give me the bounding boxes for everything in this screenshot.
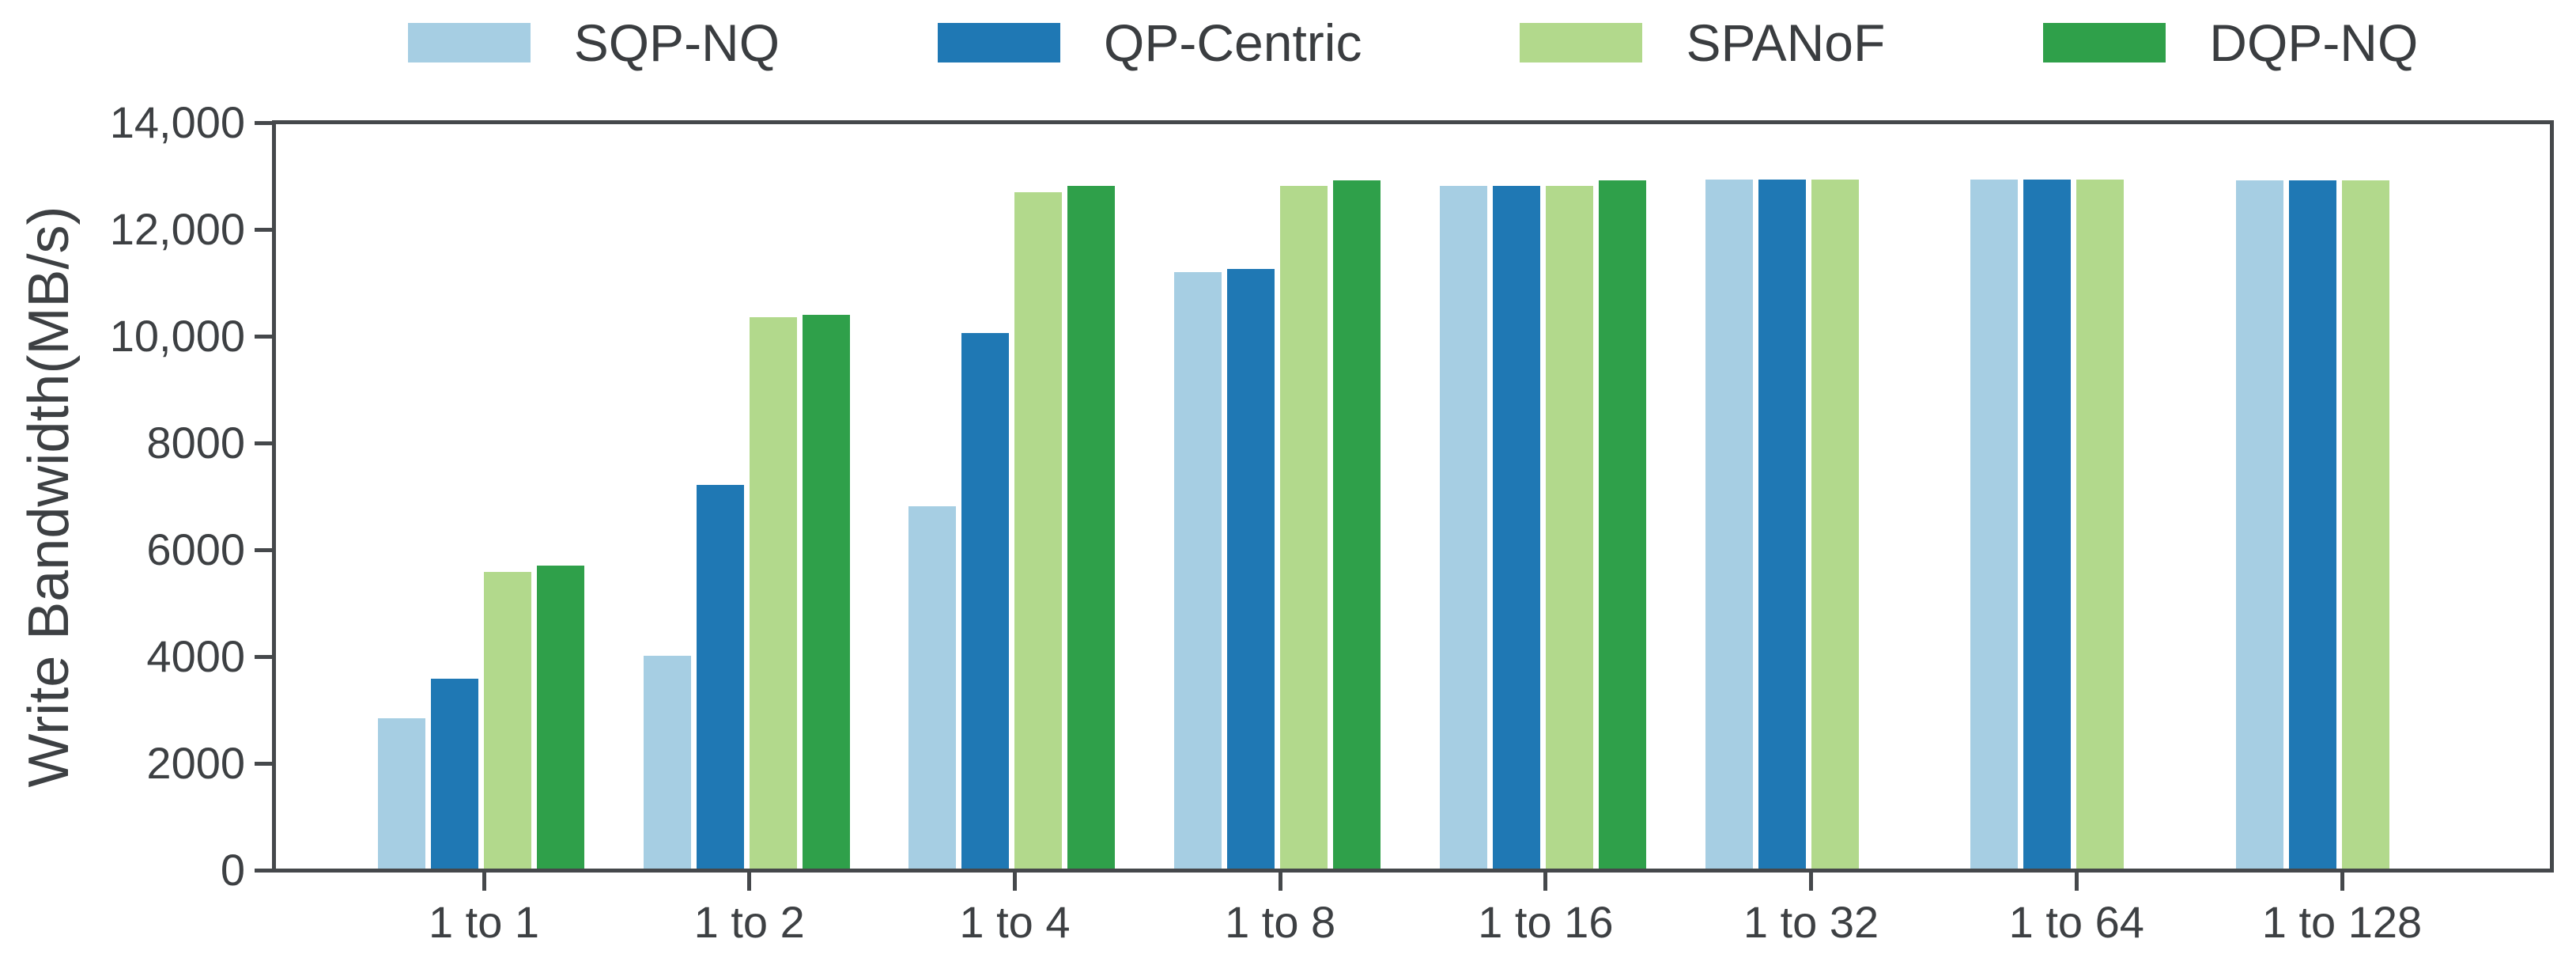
legend-swatch-dqp-nq <box>2043 23 2166 62</box>
legend-item-sqp-nq: SQP-NQ <box>407 13 780 72</box>
bar-dqp-nq-1-to-16 <box>1598 180 1646 870</box>
legend-swatch-sqp-nq <box>407 23 531 62</box>
legend-label-qp-centric: QP-Centric <box>1104 13 1362 72</box>
x-tick-label: 1 to 1 <box>428 897 540 947</box>
bar-qp-centric-1-to-16 <box>1492 185 1540 870</box>
bar-qp-centric-1-to-128 <box>2289 180 2336 870</box>
bar-sqp-nq-1-to-128 <box>2236 180 2283 870</box>
bar-spanof-1-to-128 <box>2342 180 2389 870</box>
x-axis-tick <box>1278 870 1282 891</box>
bar-sqp-nq-1-to-16 <box>1439 185 1487 870</box>
legend-swatch-qp-centric <box>938 23 1061 62</box>
bar-qp-centric-1-to-4 <box>961 332 1010 870</box>
x-axis-tick <box>1012 870 1017 891</box>
bar-qp-centric-1-to-2 <box>696 484 744 870</box>
bar-spanof-1-to-2 <box>749 317 797 870</box>
x-axis-tick <box>1543 870 1548 891</box>
axes-frame <box>272 120 2554 873</box>
x-axis-tick <box>482 870 486 891</box>
y-tick-label: 0 <box>220 845 245 895</box>
bar-spanof-1-to-1 <box>484 572 531 870</box>
y-tick-label: 10,000 <box>109 311 245 361</box>
bar-sqp-nq-1-to-32 <box>1705 180 1753 870</box>
bar-dqp-nq-1-to-8 <box>1333 180 1381 870</box>
y-axis-tick <box>255 441 274 445</box>
y-tick-label: 12,000 <box>109 204 245 254</box>
legend-swatch-spanof <box>1520 23 1643 62</box>
bar-sqp-nq-1-to-4 <box>908 505 957 870</box>
y-tick-label: 6000 <box>146 524 245 574</box>
bar-dqp-nq-1-to-1 <box>537 566 584 870</box>
y-axis-tick <box>255 654 274 659</box>
bar-sqp-nq-1-to-1 <box>378 717 425 870</box>
x-tick-label: 1 to 2 <box>693 897 805 947</box>
x-tick-label: 1 to 4 <box>959 897 1071 947</box>
bar-sqp-nq-1-to-8 <box>1174 272 1222 870</box>
legend-label-sqp-nq: SQP-NQ <box>573 13 780 72</box>
bar-spanof-1-to-16 <box>1545 185 1593 870</box>
y-axis-tick <box>255 547 274 552</box>
legend-label-spanof: SPANoF <box>1686 13 1886 72</box>
bar-spanof-1-to-32 <box>1811 180 1859 870</box>
y-axis-tick <box>255 227 274 232</box>
bar-dqp-nq-1-to-4 <box>1067 185 1116 870</box>
bar-qp-centric-1-to-1 <box>431 679 478 870</box>
bar-qp-centric-1-to-8 <box>1227 268 1275 870</box>
x-tick-label: 1 to 64 <box>2008 897 2144 947</box>
y-axis-tick <box>255 334 274 339</box>
x-axis-tick <box>1809 870 1814 891</box>
y-tick-label: 4000 <box>146 631 245 681</box>
y-tick-label: 2000 <box>146 738 245 788</box>
y-tick-label: 14,000 <box>109 97 245 147</box>
legend-item-qp-centric: QP-Centric <box>938 17 1362 69</box>
x-tick-label: 1 to 128 <box>2261 897 2423 947</box>
x-tick-label: 1 to 16 <box>1478 897 1614 947</box>
bar-dqp-nq-1-to-2 <box>802 315 850 870</box>
y-axis-tick <box>255 868 274 873</box>
bar-qp-centric-1-to-32 <box>1758 180 1806 870</box>
y-tick-label: 8000 <box>146 418 245 468</box>
bar-spanof-1-to-64 <box>2076 180 2125 870</box>
bar-sqp-nq-1-to-64 <box>1970 180 2019 870</box>
legend-item-dqp-nq: DQP-NQ <box>2043 17 2418 69</box>
y-axis-tick <box>255 120 274 125</box>
x-axis-tick <box>2340 870 2344 891</box>
chart-legend: SQP-NQ QP-Centric SPANoF DQP-NQ <box>274 6 2551 79</box>
y-axis-label: Write Bandwidth(MB/s) <box>17 206 81 788</box>
y-axis-tick <box>255 761 274 766</box>
bar-sqp-nq-1-to-2 <box>643 655 691 870</box>
legend-label-dqp-nq: DQP-NQ <box>2209 13 2419 72</box>
x-tick-label: 1 to 32 <box>1743 897 1879 947</box>
bar-qp-centric-1-to-64 <box>2023 180 2072 870</box>
x-axis-tick <box>2074 870 2079 891</box>
x-tick-label: 1 to 8 <box>1225 897 1336 947</box>
x-axis-tick <box>747 870 752 891</box>
bar-spanof-1-to-4 <box>1014 191 1063 870</box>
bar-spanof-1-to-8 <box>1280 185 1328 870</box>
legend-item-spanof: SPANoF <box>1520 17 1885 69</box>
